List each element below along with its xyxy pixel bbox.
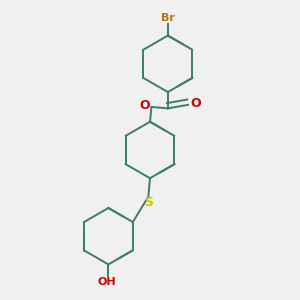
Text: Br: Br [161, 13, 175, 23]
Text: S: S [144, 196, 153, 209]
Text: OH: OH [98, 277, 116, 287]
Text: O: O [139, 99, 150, 112]
Text: O: O [190, 97, 201, 110]
